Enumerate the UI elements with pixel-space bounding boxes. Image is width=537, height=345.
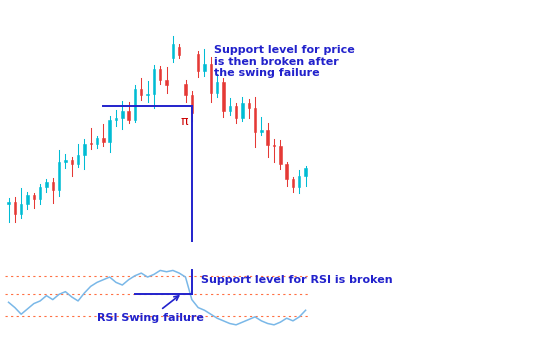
Bar	[241, 104, 244, 118]
Bar	[178, 47, 180, 55]
Bar	[248, 104, 250, 108]
Bar	[292, 179, 294, 187]
Text: Support level for price
is then broken after
the swing failure: Support level for price is then broken a…	[214, 45, 355, 78]
Bar	[197, 54, 199, 71]
Bar	[108, 120, 111, 142]
Bar	[39, 187, 41, 199]
Bar	[121, 111, 124, 118]
Bar	[172, 43, 174, 58]
Text: π: π	[180, 115, 188, 128]
Bar	[235, 106, 237, 118]
Bar	[254, 108, 256, 132]
Bar	[127, 111, 130, 120]
Bar	[13, 202, 16, 214]
Bar	[102, 138, 105, 142]
Bar	[77, 155, 79, 164]
Bar	[70, 160, 73, 164]
Bar	[286, 164, 288, 179]
Text: Support level for RSI is broken: Support level for RSI is broken	[201, 275, 393, 285]
Bar	[52, 182, 54, 190]
Bar	[273, 145, 275, 146]
Bar	[209, 64, 212, 93]
Bar	[33, 196, 35, 199]
Bar	[83, 144, 85, 155]
Text: RSI Swing failure: RSI Swing failure	[97, 296, 204, 323]
Bar	[204, 64, 206, 71]
Bar	[159, 69, 162, 80]
Bar	[45, 182, 48, 187]
Bar	[216, 82, 219, 93]
Bar	[26, 196, 28, 204]
Bar	[140, 89, 142, 95]
Bar	[20, 204, 23, 214]
Bar	[8, 202, 10, 204]
Bar	[260, 130, 263, 132]
Bar	[90, 143, 92, 144]
Bar	[191, 95, 193, 113]
Bar	[184, 84, 187, 95]
Bar	[165, 80, 168, 85]
Bar	[96, 138, 98, 144]
Bar	[298, 176, 301, 187]
Bar	[153, 69, 155, 94]
Bar	[134, 89, 136, 120]
Bar	[222, 82, 224, 110]
Bar	[304, 168, 307, 176]
Bar	[115, 118, 117, 120]
Bar	[147, 94, 149, 95]
Bar	[64, 160, 67, 162]
Bar	[266, 130, 269, 145]
Bar	[58, 162, 60, 190]
Bar	[279, 146, 281, 164]
Bar	[229, 106, 231, 110]
